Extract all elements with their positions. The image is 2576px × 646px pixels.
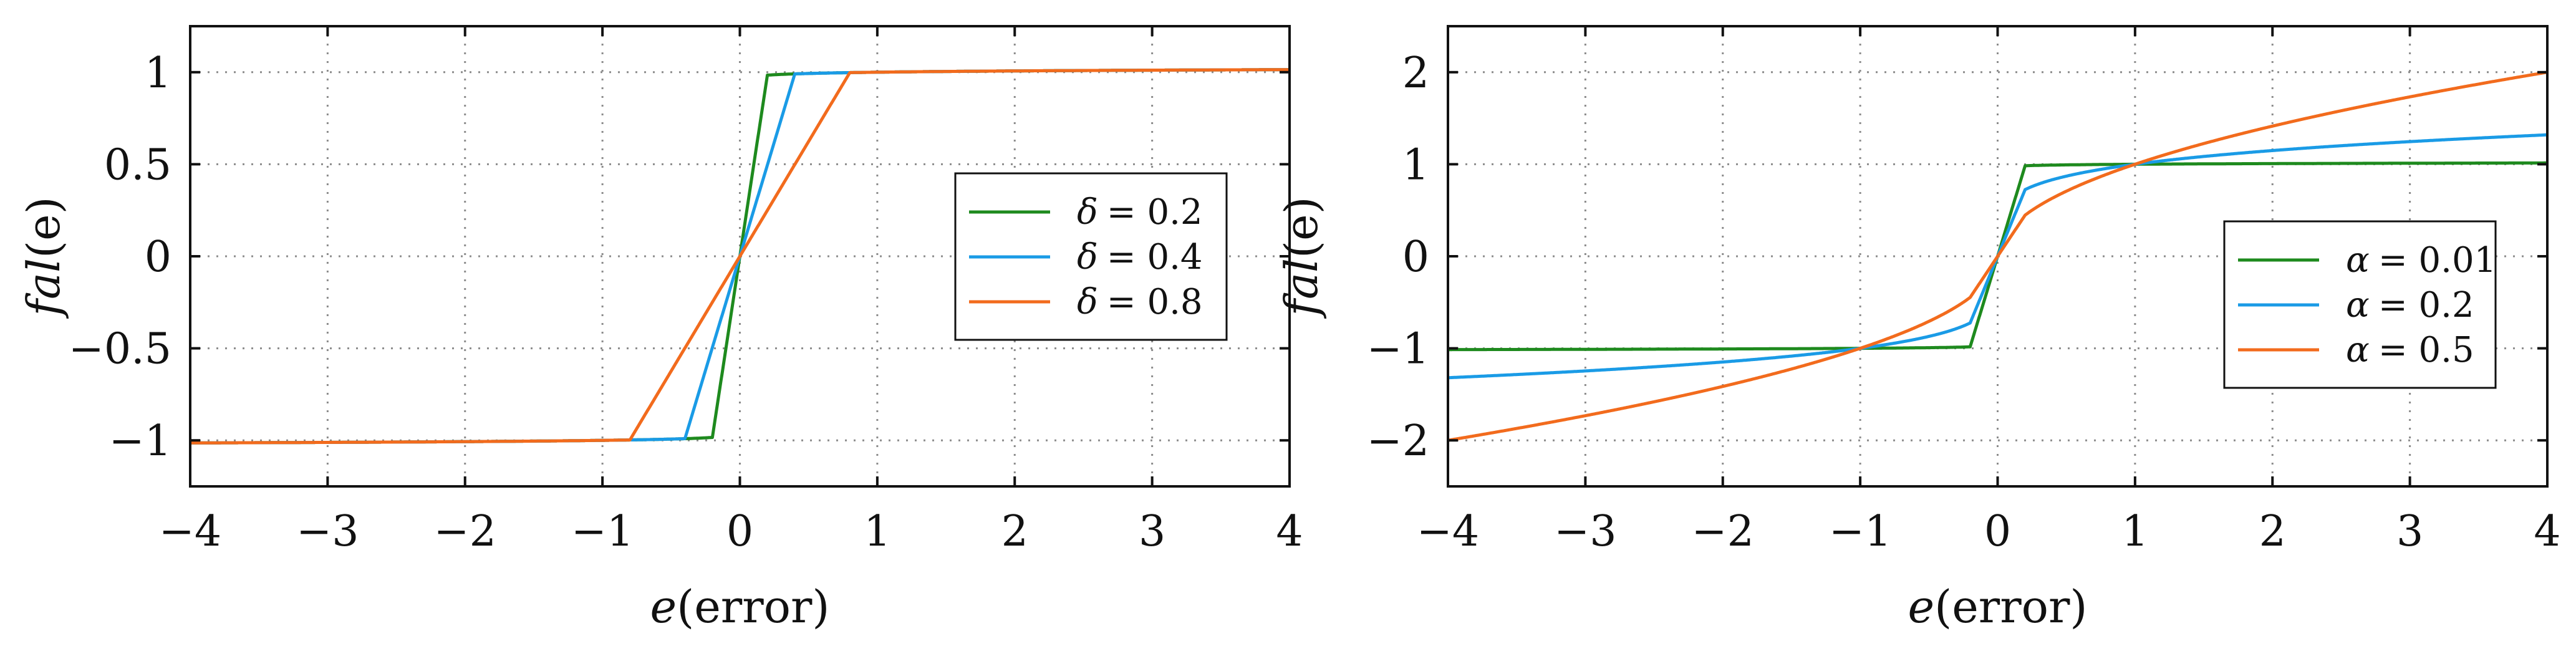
p0-legend-label-2: δ = 0.8 <box>1077 282 1203 322</box>
p1-y-tick-label: 0 <box>1402 233 1429 282</box>
p0-x-tick-label: 4 <box>1276 507 1303 556</box>
p1-x-tick-label: 1 <box>2121 507 2148 556</box>
p1-x-tick-label: 3 <box>2396 507 2423 556</box>
p1-y-axis-label: fal(e) <box>1275 196 1328 319</box>
p0-x-tick-label: 2 <box>1001 507 1028 556</box>
p1-legend-label-2: α = 0.5 <box>2346 330 2474 370</box>
p0-x-tick-label: 3 <box>1139 507 1165 556</box>
p1-x-tick-label: −2 <box>1692 507 1754 556</box>
p0-x-tick-label: −4 <box>159 507 221 556</box>
p0-x-axis-label: e(error) <box>650 581 830 633</box>
p1-x-tick-label: 2 <box>2259 507 2286 556</box>
p1-x-axis-label: e(error) <box>1908 581 2088 633</box>
p0-x-axis-label-rest: (error) <box>677 581 829 633</box>
p0-y-tick-label: 0.5 <box>104 140 171 190</box>
p0-legend-label-0: δ = 0.2 <box>1077 192 1203 233</box>
p0-legend-label-1: δ = 0.4 <box>1077 237 1203 277</box>
p0-y-axis-label: fal(e) <box>17 196 70 319</box>
p1-legend-label-0: α = 0.01 <box>2346 240 2496 281</box>
p0-legend-value-1: = 0.4 <box>1107 237 1203 277</box>
p1-legend-symbol-0: α <box>2346 240 2370 281</box>
p0-series-line-2 <box>190 68 1290 445</box>
p1-legend-value-2: = 0.5 <box>2378 330 2474 370</box>
p1-x-tick-label: −1 <box>1829 507 1891 556</box>
p1-legend-value-1: = 0.2 <box>2378 285 2474 325</box>
p1-x-tick-label: 4 <box>2534 507 2560 556</box>
p1-x-axis-label-var: e <box>1908 581 1935 633</box>
p0-x-axis-label-var: e <box>650 581 677 633</box>
p1-y-tick-label: −1 <box>1367 325 1429 374</box>
p1-legend-symbol-1: α <box>2346 285 2370 325</box>
p1-series-line-2 <box>1448 70 2547 442</box>
chart-left-delta: −4 −3 −2 −1 0 1 2 3 4−1−0.500.51e(error)fal(e) δ =… <box>17 25 1303 633</box>
p1-x-tick-label: −4 <box>1417 507 1479 556</box>
p0-legend: δ = 0.2δ = 0.4δ = 0.8 <box>954 172 1228 341</box>
p1-x-tick-label: −3 <box>1554 507 1616 556</box>
p0-legend-value-2: = 0.8 <box>1107 282 1203 322</box>
p0-x-tick-label: −1 <box>571 507 634 556</box>
p0-legend-symbol-0: δ <box>1077 192 1098 233</box>
p1-y-tick-label: 2 <box>1402 49 1429 98</box>
p0-x-tick-label: −3 <box>296 507 359 556</box>
p0-y-tick-label: −0.5 <box>69 325 171 374</box>
p1-legend-symbol-2: α <box>2346 330 2370 370</box>
p1-y-tick-label: −2 <box>1367 417 1429 466</box>
p1-x-axis-label-rest: (error) <box>1934 581 2087 633</box>
p1-y-axis-label-rest: (e) <box>1275 196 1328 258</box>
p0-y-tick-label: −1 <box>109 417 171 466</box>
p0-y-axis-label-rest: (e) <box>17 196 70 258</box>
p1-y-axis-label-var: fal <box>1275 258 1328 319</box>
p0-legend-symbol-1: δ <box>1077 237 1098 277</box>
p1-legend-value-0: = 0.01 <box>2378 240 2496 281</box>
p0-legend-symbol-2: δ <box>1077 282 1098 322</box>
p0-legend-value-0: = 0.2 <box>1107 192 1203 233</box>
p0-x-tick-label: 1 <box>864 507 890 556</box>
p1-legend: α = 0.01α = 0.2α = 0.5 <box>2223 220 2497 389</box>
p1-legend-label-1: α = 0.2 <box>2346 285 2474 325</box>
p1-y-tick-label: 1 <box>1402 140 1429 190</box>
p0-x-tick-label: 0 <box>726 507 753 556</box>
p0-y-axis-label-var: fal <box>17 258 70 319</box>
p0-y-tick-label: 1 <box>145 49 171 98</box>
p0-y-tick-label: 0 <box>145 233 171 282</box>
p0-x-tick-label: −2 <box>434 507 496 556</box>
p1-x-tick-label: 0 <box>1984 507 2011 556</box>
